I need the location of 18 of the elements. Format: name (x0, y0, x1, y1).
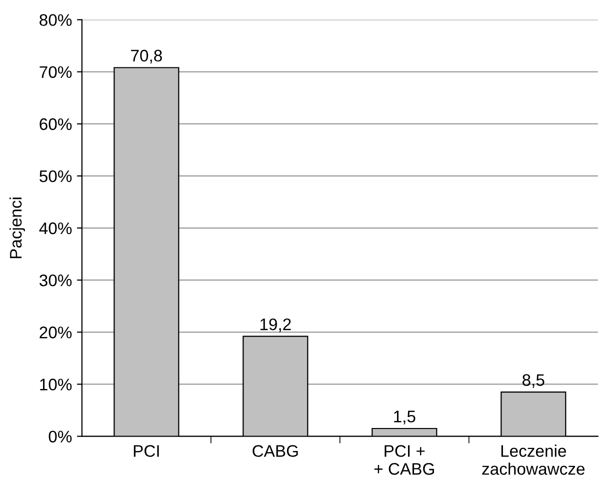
y-tick-label: 80% (40, 14, 72, 26)
y-tick-label: 20% (40, 326, 72, 338)
y-tick-label: 50% (40, 170, 72, 182)
y-tick-label: 60% (40, 118, 72, 130)
data-label: 70,8 (131, 50, 162, 64)
y-tick-label: 0% (48, 430, 72, 443)
x-tick-label: PCI + + CABG (374, 445, 434, 475)
data-label: 8,5 (522, 374, 544, 388)
data-label: 1,5 (394, 410, 416, 424)
y-tick-label: 40% (39, 222, 72, 234)
y-tick-label: 70% (40, 66, 72, 78)
data-label: 19,2 (260, 318, 291, 332)
y-axis-title: Pacjenci (9, 198, 25, 258)
x-tick-label: PCI (134, 445, 159, 457)
y-tick-label: 10% (40, 378, 72, 390)
x-tick-label: Leczenie zachowawcze (482, 444, 585, 475)
y-tick-label: 30% (40, 274, 72, 286)
x-tick-label: CABG (252, 445, 298, 457)
